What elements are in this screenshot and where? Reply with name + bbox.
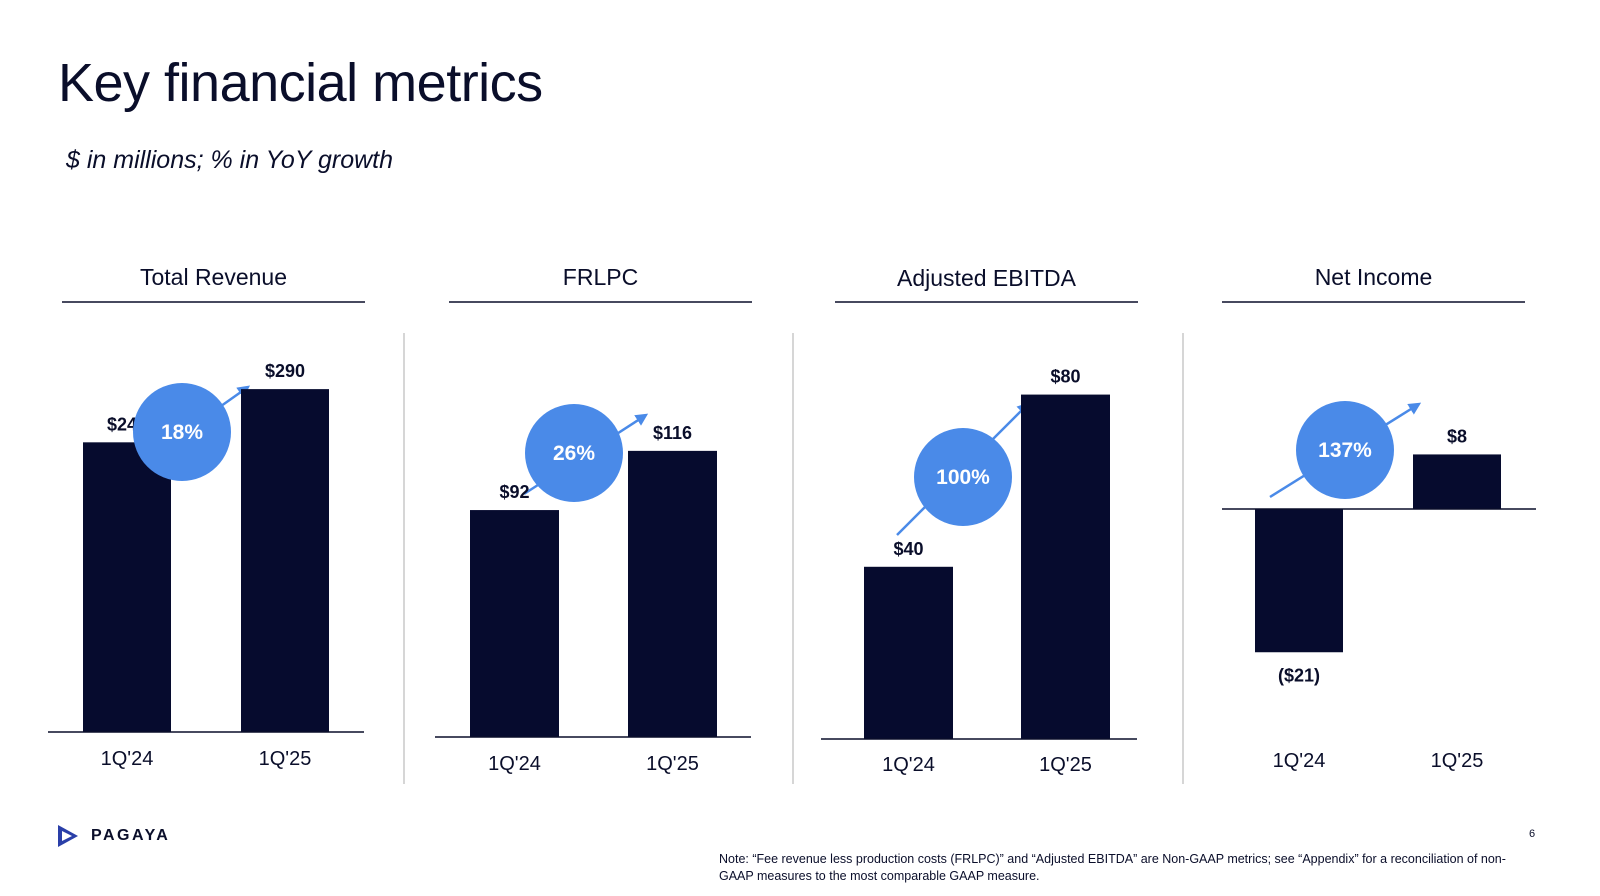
growth-label: 26%	[553, 442, 595, 465]
chart-title: Adjusted EBITDA	[897, 265, 1077, 291]
brand-logo: PAGAYA	[55, 823, 170, 849]
data-label: $8	[1447, 426, 1467, 446]
data-label: $92	[499, 482, 529, 502]
bar	[470, 510, 559, 737]
bar	[241, 389, 329, 732]
data-label: $290	[265, 361, 305, 381]
bar	[1021, 394, 1110, 739]
chart-title: FRLPC	[563, 264, 638, 290]
bar	[1413, 454, 1501, 509]
data-label: $116	[653, 423, 692, 443]
bar	[628, 450, 717, 737]
data-label: $40	[893, 539, 923, 559]
category-label: 1Q'25	[1039, 754, 1092, 776]
growth-label: 100%	[936, 466, 990, 489]
growth-bubble	[133, 383, 231, 481]
chart-title: Total Revenue	[140, 264, 287, 290]
brand-name: PAGAYA	[91, 827, 171, 844]
page-number: 6	[1529, 828, 1536, 840]
growth-bubble	[525, 404, 623, 502]
category-label: 1Q'25	[646, 753, 699, 775]
bar	[864, 566, 953, 739]
category-label: 1Q'25	[1431, 750, 1484, 772]
page-title: Key financial metrics	[58, 53, 543, 113]
growth-label: 18%	[161, 421, 203, 444]
growth-bubble	[1296, 401, 1394, 499]
pagaya-logo-icon	[58, 825, 78, 847]
page-subtitle: $ in millions; % in YoY growth	[66, 146, 394, 174]
category-label: 1Q'24	[488, 753, 541, 775]
category-label: 1Q'24	[101, 748, 154, 770]
category-label: 1Q'24	[882, 754, 935, 776]
bar	[1255, 509, 1343, 653]
growth-bubble	[914, 428, 1012, 526]
category-label: 1Q'25	[259, 748, 312, 770]
footnote: Note: “Fee revenue less production costs…	[719, 852, 1506, 883]
bar	[83, 442, 171, 732]
data-label: $80	[1050, 367, 1080, 387]
growth-label: 137%	[1318, 439, 1372, 462]
category-label: 1Q'24	[1273, 750, 1326, 772]
chart-title: Net Income	[1315, 264, 1433, 290]
data-label: ($21)	[1278, 665, 1320, 685]
